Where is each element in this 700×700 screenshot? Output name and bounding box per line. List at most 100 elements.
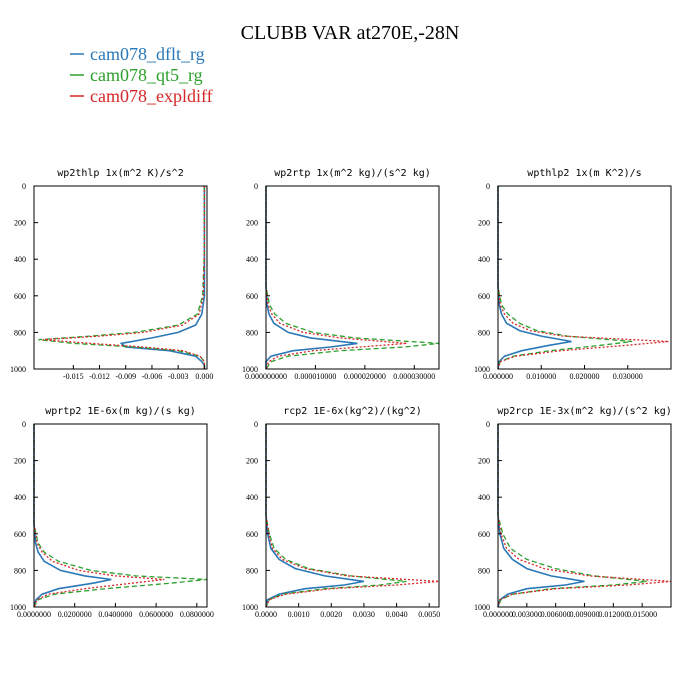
x-tick-label: -0.003 — [168, 372, 189, 381]
x-tick-label: -0.006 — [142, 372, 163, 381]
panel-title: wpthlp2 1x(m K^2)/s — [527, 168, 641, 179]
x-tick-label: 0.006000 — [541, 610, 571, 619]
x-tick-label: 0.000000000 — [245, 372, 287, 381]
x-tick-label: 0.000030000 — [393, 372, 435, 381]
y-tick-label: 0 — [22, 420, 26, 429]
y-tick-label: 600 — [14, 530, 26, 539]
y-tick-label: 0 — [254, 420, 258, 429]
chart-panel: wp2rtp 1x(m^2 kg)/(s^2 kg) 0 200 400 600 800 1… — [242, 168, 440, 381]
y-tick-label: 0 — [486, 420, 490, 429]
y-tick-label: 1000 — [474, 365, 490, 374]
series-line-3 — [33, 424, 165, 608]
figure-title: CLUBB VAR at270E,-28N — [241, 22, 460, 44]
legend-label: cam078_dflt_rg — [90, 44, 205, 64]
chart-panel: wp2thlp 1x(m^2 K)/s^2 0 200 400 600 800 1000 -0… — [10, 168, 213, 381]
y-tick-label: 1000 — [242, 603, 258, 612]
y-tick-label: 200 — [246, 219, 258, 228]
y-tick-label: 0 — [486, 182, 490, 191]
x-tick-label: 0.010000 — [526, 372, 556, 381]
series-line-1 — [497, 424, 585, 608]
x-tick-label: 0.0030 — [353, 610, 375, 619]
series-line-3 — [42, 186, 206, 369]
series-line-1 — [497, 186, 572, 370]
series-line-2 — [497, 186, 633, 370]
panel-title: wprtp2 1E-6x(m kg)/(s kg) — [45, 406, 196, 417]
x-tick-label: 0.020000 — [570, 372, 600, 381]
y-tick-label: 800 — [478, 566, 490, 575]
x-tick-label: 0.0600000 — [139, 610, 173, 619]
y-tick-label: 600 — [246, 292, 258, 301]
y-tick-label: 400 — [478, 255, 490, 264]
x-tick-label: 0.0800000 — [180, 610, 214, 619]
y-tick-label: 800 — [246, 566, 258, 575]
x-tick-label: 0.0050 — [418, 610, 440, 619]
plot-frame — [265, 185, 440, 370]
x-tick-label: 0.000010000 — [294, 372, 336, 381]
panel-title: rcp2 1E-6x(kg^2)/(kg^2) — [283, 406, 421, 417]
y-tick-label: 200 — [478, 457, 490, 466]
chart-panel: wp2rcp 1E-3x(m^2 kg)/(s^2 kg) 0 200 400 600 8… — [474, 406, 672, 619]
chart-panel: wprtp2 1E-6x(m kg)/(s kg) 0 200 400 600 800 10… — [10, 406, 214, 619]
legend: cam078_dflt_rgcam078_qt5_rgcam078_expldi… — [70, 44, 213, 106]
y-tick-label: 600 — [246, 530, 258, 539]
panel-title: wp2rcp 1E-3x(m^2 kg)/(s^2 kg) — [497, 406, 672, 417]
y-tick-label: 600 — [478, 292, 490, 301]
y-tick-label: 200 — [246, 457, 258, 466]
x-tick-label: 0.000000 — [483, 372, 513, 381]
x-tick-label: 0.012000 — [598, 610, 628, 619]
y-tick-label: 600 — [14, 292, 26, 301]
x-tick-label: 0.0200000 — [58, 610, 92, 619]
panel-title: wp2thlp 1x(m^2 K)/s^2 — [57, 168, 183, 179]
y-tick-label: 200 — [478, 219, 490, 228]
x-tick-label: 0.000000 — [483, 610, 513, 619]
chart-panel: rcp2 1E-6x(kg^2)/(kg^2) 0 200 400 600 800 1000… — [242, 406, 440, 619]
y-tick-label: 400 — [14, 255, 26, 264]
panels: wp2thlp 1x(m^2 K)/s^2 0 200 400 600 800 1000 -0… — [10, 168, 672, 619]
series-line-2 — [33, 424, 208, 608]
x-tick-label: -0.015 — [63, 372, 84, 381]
y-tick-label: 0 — [254, 182, 258, 191]
x-tick-label: 0.0010 — [288, 610, 310, 619]
x-tick-label: 0.003000 — [512, 610, 542, 619]
y-tick-label: 600 — [478, 530, 490, 539]
y-tick-label: 400 — [478, 493, 490, 502]
x-tick-label: 0.0040 — [386, 610, 408, 619]
chart-panel: wpthlp2 1x(m K^2)/s 0 200 400 600 800 10000.00… — [474, 168, 672, 381]
series-line-3 — [497, 186, 669, 370]
series-line-1 — [33, 424, 112, 608]
plot-frame — [497, 423, 672, 608]
panel-title: wp2rtp 1x(m^2 kg)/(s^2 kg) — [274, 168, 431, 179]
y-tick-label: 1000 — [242, 365, 258, 374]
series-line-1 — [265, 186, 358, 369]
y-tick-label: 1000 — [474, 603, 490, 612]
x-tick-label: 0.0000 — [255, 610, 277, 619]
y-tick-label: 400 — [246, 255, 258, 264]
series-line-2 — [265, 186, 440, 370]
y-tick-label: 1000 — [10, 365, 26, 374]
x-tick-label: 0.009000 — [570, 610, 600, 619]
x-tick-label: 0.030000 — [613, 372, 643, 381]
x-tick-label: 0.0400000 — [98, 610, 132, 619]
series-line-1 — [265, 424, 365, 608]
x-tick-label: 0.015000 — [627, 610, 657, 619]
series-line-3 — [497, 424, 672, 608]
plot-frame — [265, 423, 440, 608]
y-tick-label: 400 — [246, 493, 258, 502]
y-tick-label: 800 — [246, 328, 258, 337]
series-line-2 — [497, 424, 648, 608]
plot-frame — [33, 423, 208, 608]
x-tick-label: -0.009 — [115, 372, 136, 381]
plot-frame — [497, 185, 672, 370]
y-tick-label: 0 — [22, 182, 26, 191]
x-tick-label: -0.012 — [89, 372, 110, 381]
x-tick-label: 0.000 — [195, 372, 213, 381]
legend-label: cam078_qt5_rg — [90, 65, 203, 85]
y-tick-label: 400 — [14, 493, 26, 502]
y-tick-label: 200 — [14, 457, 26, 466]
y-tick-label: 800 — [478, 328, 490, 337]
series-line-2 — [265, 424, 407, 608]
x-tick-label: 0.000020000 — [344, 372, 386, 381]
y-tick-label: 200 — [14, 219, 26, 228]
y-tick-label: 1000 — [10, 603, 26, 612]
